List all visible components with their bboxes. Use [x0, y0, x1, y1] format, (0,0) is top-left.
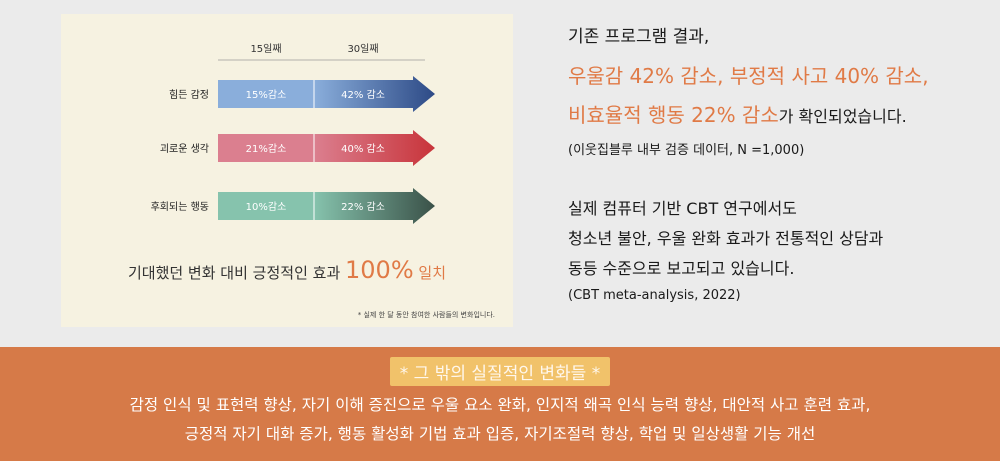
- data-label-day30: 40% 감소: [341, 143, 385, 155]
- source-meta-analysis: (CBT meta-analysis, 2022): [568, 288, 741, 303]
- data-label-day15: 21%감소: [246, 143, 287, 155]
- summary-percent: 100%: [345, 256, 414, 284]
- research-block: 실제 컴퓨터 기반 CBT 연구에서도 청소년 불안, 우울 완화 효과가 전통…: [568, 194, 988, 303]
- banner-line-1: 감정 인식 및 표현력 향상, 자기 이해 증진으로 우울 요소 완화, 인지적…: [129, 396, 871, 414]
- other-changes-banner: * 그 밖의 실질적인 변화들 * 감정 인식 및 표현력 향상, 자기 이해 …: [0, 347, 1000, 461]
- bar-segment-day15: [218, 192, 314, 220]
- research-line-3: 동등 수준으로 보고되고 있습니다.: [568, 259, 795, 278]
- highlight-line-2-accent: 비효율적 행동 22% 감소: [568, 103, 779, 127]
- results-description: 기존 프로그램 결과, 우울감 42% 감소, 부정적 사고 40% 감소, 비…: [568, 18, 988, 303]
- banner-line-2: 긍정적 자기 대화 증가, 행동 활성화 기법 효과 입증, 자기조절력 향상,…: [184, 425, 816, 443]
- highlight-line-2-tail: 가 확인되었습니다.: [778, 107, 907, 126]
- banner-heading: * 그 밖의 실질적인 변화들 *: [389, 357, 611, 386]
- source-internal: (이웃집블루 내부 검증 데이터, N =1,000): [568, 143, 805, 158]
- bar-segment-day30-arrow: [314, 130, 435, 166]
- data-label-day15: 10%감소: [246, 201, 287, 213]
- highlight-line-2: 비효율적 행동 22% 감소가 확인되었습니다.: [568, 99, 988, 128]
- bar-segment-day15: [218, 134, 314, 162]
- research-line-2: 청소년 불안, 우울 완화 효과가 전통적인 상담과: [568, 229, 884, 248]
- data-label-day15: 15%감소: [246, 89, 287, 101]
- column-header: 15일째: [250, 43, 281, 55]
- bar-segment-day30-arrow: [314, 188, 435, 224]
- summary-prefix: 기대했던 변화 대비 긍정적인 효과: [127, 264, 346, 282]
- column-header: 30일째: [347, 43, 378, 55]
- bar-segment-day30-arrow: [314, 76, 435, 112]
- bar-segment-day15: [218, 80, 314, 108]
- data-label-day30: 22% 감소: [341, 201, 385, 213]
- research-line-1: 실제 컴퓨터 기반 CBT 연구에서도: [568, 199, 797, 218]
- row-label: 후회되는 행동: [151, 201, 209, 213]
- footnote: * 실제 한 달 동안 참여한 사람들의 변화입니다.: [357, 311, 495, 319]
- summary-suffix: 일치: [413, 264, 447, 282]
- highlight-line-1: 우울감 42% 감소, 부정적 사고 40% 감소,: [568, 64, 929, 88]
- row-label: 괴로운 생각: [160, 143, 209, 155]
- data-label-day30: 42% 감소: [341, 89, 385, 101]
- row-label: 힘든 감정: [169, 89, 209, 101]
- summary-text: 기대했던 변화 대비 긍정적인 효과 100% 일치: [61, 256, 513, 284]
- intro-line: 기존 프로그램 결과,: [568, 27, 710, 47]
